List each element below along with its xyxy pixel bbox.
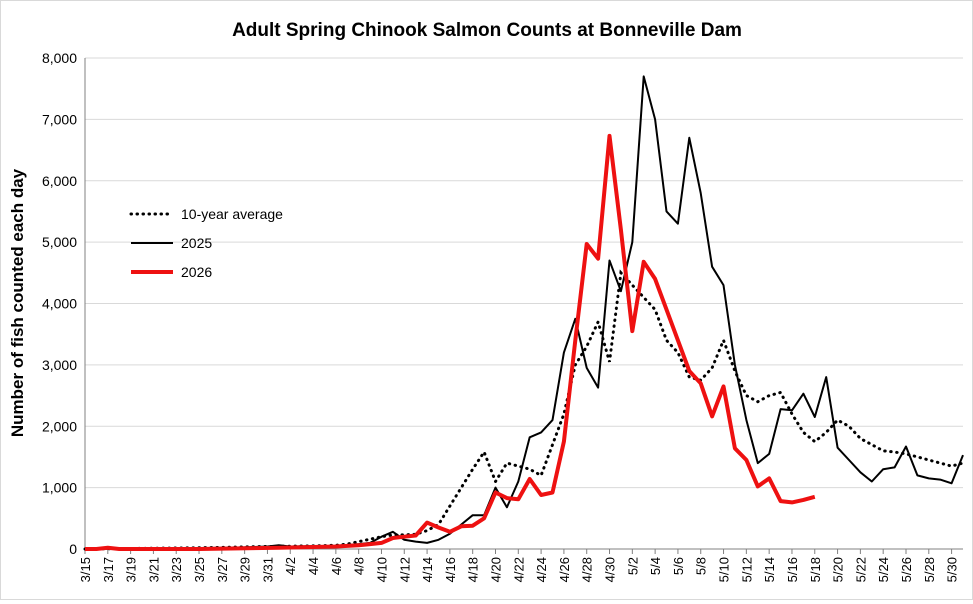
x-tick-label: 5/26 bbox=[899, 557, 914, 582]
x-tick-label: 5/16 bbox=[785, 557, 800, 582]
y-tick-label: 4,000 bbox=[42, 296, 77, 312]
x-tick-label: 3/31 bbox=[260, 557, 275, 582]
x-tick-label: 3/19 bbox=[124, 557, 139, 582]
x-axis-ticks: 3/15 3/17 3/19 3/21 3/23 3/25 3/27 3/29 3/31 4/2 4… bbox=[78, 549, 960, 582]
y-axis-label: Number of fish counted each day bbox=[8, 168, 27, 437]
x-tick-label: 3/21 bbox=[146, 557, 161, 582]
x-tick-label: 5/18 bbox=[808, 557, 823, 582]
x-tick-label: 4/28 bbox=[580, 557, 595, 582]
x-tick-label: 4/18 bbox=[466, 557, 481, 582]
x-tick-label: 5/6 bbox=[671, 557, 686, 575]
legend: 10-year average 2025 2026 bbox=[129, 206, 283, 280]
series-line-2026 bbox=[85, 133, 816, 551]
y-tick-label: 2,000 bbox=[42, 418, 77, 434]
x-tick-label: 5/8 bbox=[694, 557, 709, 575]
x-tick-label: 4/26 bbox=[557, 557, 572, 582]
x-tick-label: 5/28 bbox=[922, 557, 937, 582]
x-tick-label: 5/30 bbox=[945, 557, 960, 582]
y-tick-label: 8,000 bbox=[42, 50, 77, 66]
x-tick-label: 3/23 bbox=[169, 557, 184, 582]
x-tick-label: 5/2 bbox=[625, 557, 640, 575]
x-tick-label: 4/6 bbox=[329, 557, 344, 575]
x-tick-label: 5/4 bbox=[648, 557, 663, 575]
x-tick-label: 5/10 bbox=[717, 557, 732, 582]
series-group bbox=[83, 75, 965, 551]
y-tick-label: 7,000 bbox=[42, 111, 77, 127]
y-tick-label: 5,000 bbox=[42, 234, 77, 250]
y-tick-label: 1,000 bbox=[42, 480, 77, 496]
x-tick-label: 4/30 bbox=[603, 557, 618, 582]
legend-label: 10-year average bbox=[181, 206, 283, 222]
y-tick-label: 3,000 bbox=[42, 357, 77, 373]
x-tick-label: 3/15 bbox=[78, 557, 93, 582]
series-line-10-year-average bbox=[83, 269, 965, 551]
x-tick-label: 4/8 bbox=[352, 557, 367, 575]
x-tick-label: 5/24 bbox=[876, 557, 891, 582]
x-tick-label: 4/14 bbox=[420, 557, 435, 582]
x-tick-label: 5/20 bbox=[831, 557, 846, 582]
y-axis-ticks: 0 1,000 2,000 3,000 4,000 5,000 6,000 7,000 8,00… bbox=[42, 50, 77, 557]
chart-title: Adult Spring Chinook Salmon Counts at Bo… bbox=[232, 20, 742, 41]
x-tick-label: 3/29 bbox=[238, 557, 253, 582]
x-tick-label: 4/24 bbox=[534, 557, 549, 582]
x-tick-label: 4/16 bbox=[443, 557, 458, 582]
y-tick-label: 0 bbox=[69, 541, 77, 557]
x-tick-label: 4/2 bbox=[283, 557, 298, 575]
x-tick-label: 5/12 bbox=[739, 557, 754, 582]
series-line-2025 bbox=[84, 75, 964, 550]
x-tick-label: 5/14 bbox=[762, 557, 777, 582]
x-tick-label: 3/17 bbox=[101, 557, 116, 582]
x-tick-label: 4/10 bbox=[374, 557, 389, 582]
x-tick-label: 5/22 bbox=[853, 557, 868, 582]
x-tick-label: 3/27 bbox=[215, 557, 230, 582]
x-tick-label: 4/20 bbox=[488, 557, 503, 582]
x-tick-label: 4/22 bbox=[511, 557, 526, 582]
legend-label: 2025 bbox=[181, 235, 212, 251]
x-tick-label: 4/4 bbox=[306, 557, 321, 575]
legend-label: 2026 bbox=[181, 264, 212, 280]
x-tick-label: 4/12 bbox=[397, 557, 412, 582]
y-tick-label: 6,000 bbox=[42, 173, 77, 189]
x-tick-label: 3/25 bbox=[192, 557, 207, 582]
gridlines bbox=[85, 57, 963, 489]
